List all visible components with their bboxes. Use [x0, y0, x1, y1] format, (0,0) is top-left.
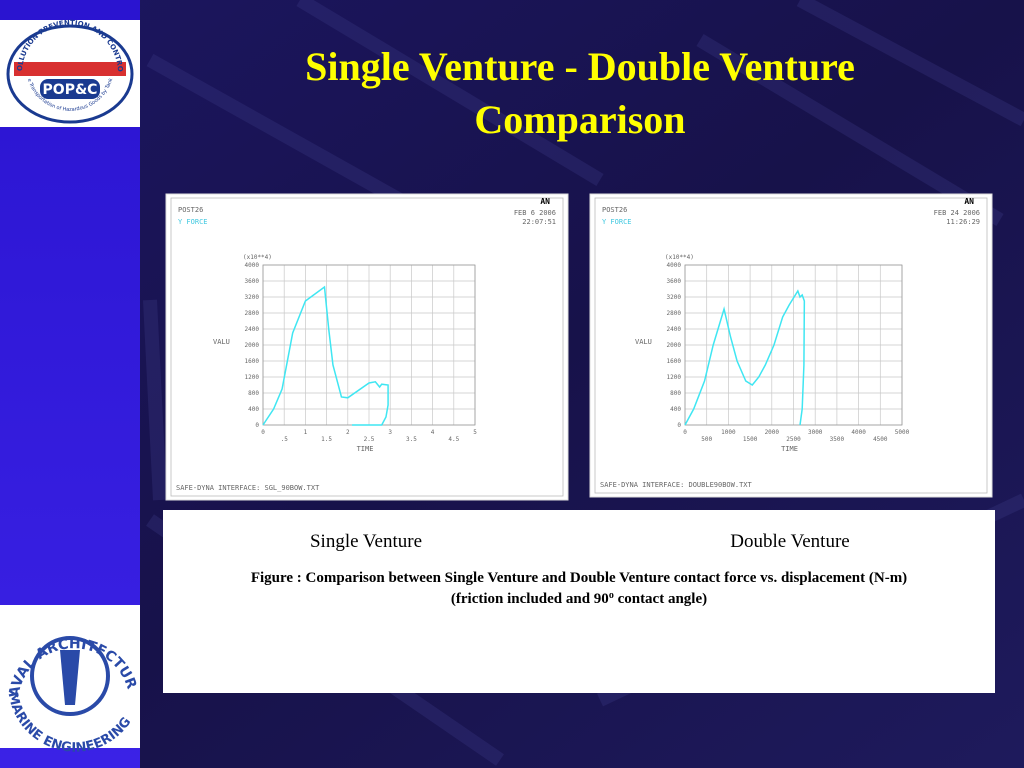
- caption-part: (friction included and 90: [451, 591, 609, 607]
- y-tick-label: 0: [255, 422, 259, 429]
- slide-title: Single Venture - Double Venture: [305, 44, 855, 89]
- chart-footer: SAFE-DYNA INTERFACE: DOUBLE90BOW.TXT: [600, 481, 753, 489]
- y-tick-label: 1200: [667, 374, 682, 381]
- x-tick-label: 500: [701, 436, 712, 443]
- x-tick-label: 3.5: [406, 436, 417, 443]
- x-tick-label: 1000: [721, 429, 736, 436]
- chart-inner: [170, 197, 564, 497]
- x-axis-label: TIME: [357, 445, 374, 453]
- caption-part: contact angle): [614, 591, 707, 607]
- y-axis-label: VALU: [635, 338, 652, 346]
- y-tick-label: 2800: [667, 310, 682, 317]
- chart-date: FEB 24 2006: [934, 209, 980, 217]
- slide-title: Comparison: [474, 97, 685, 142]
- y-tick-label: 3200: [245, 294, 260, 301]
- chart-multiplier: (x10**4): [243, 254, 272, 261]
- x-tick-label: 2: [346, 429, 350, 436]
- y-tick-label: 400: [670, 406, 681, 413]
- x-tick-label: 2500: [786, 436, 801, 443]
- x-tick-label: 2000: [765, 429, 780, 436]
- y-tick-label: 1600: [667, 358, 682, 365]
- y-tick-label: 2400: [667, 326, 682, 333]
- chart-label: Double Venture: [730, 531, 849, 552]
- y-tick-label: 1200: [245, 374, 260, 381]
- plot-frame: [684, 264, 903, 426]
- logo-emblem-keel: [60, 650, 80, 705]
- y-tick-label: 400: [248, 406, 259, 413]
- chart-brand: AN: [540, 197, 550, 206]
- chart-time: 11:26:29: [946, 218, 980, 226]
- chart-brand: AN: [964, 197, 974, 206]
- caption-sup: o: [609, 590, 614, 601]
- logo-ring: [6, 24, 134, 124]
- logo-ship: [14, 62, 126, 76]
- y-tick-label: 2400: [245, 326, 260, 333]
- chart-variable: Y FORCE: [178, 218, 208, 226]
- x-tick-label: 5000: [895, 429, 910, 436]
- x-axis-label: TIME: [781, 445, 798, 453]
- x-tick-label: .5: [281, 436, 289, 443]
- x-tick-label: 2.5: [364, 436, 375, 443]
- chart-variable: Y FORCE: [602, 218, 632, 226]
- chart-multiplier: (x10**4): [665, 254, 694, 261]
- y-tick-label: 3600: [245, 278, 260, 285]
- y-axis-label: VALU: [213, 338, 230, 346]
- logo-name: POP&C: [43, 82, 98, 98]
- chart-time: 22:07:51: [522, 218, 556, 226]
- caption-box: [163, 510, 995, 693]
- x-tick-label: 0: [261, 429, 265, 436]
- x-tick-label: 1.5: [321, 436, 332, 443]
- x-tick-label: 4500: [873, 436, 888, 443]
- logo-badge: [40, 79, 100, 99]
- y-tick-label: 4000: [667, 262, 682, 269]
- chart-image: [165, 193, 569, 501]
- x-tick-label: 3500: [830, 436, 845, 443]
- y-tick-label: 4000: [245, 262, 260, 269]
- y-tick-label: 2000: [245, 342, 260, 349]
- x-tick-label: 1500: [743, 436, 758, 443]
- logo-emblem: [30, 636, 110, 716]
- caption: (friction included and 90o contact angle…: [451, 590, 707, 607]
- chart-image: [589, 193, 993, 498]
- chart-label: Single Venture: [310, 531, 422, 552]
- chart-footer: SAFE-DYNA INTERFACE: SGL_90BOW.TXT: [176, 484, 320, 492]
- chart-header: POST26: [602, 206, 627, 214]
- x-tick-label: 4000: [851, 429, 866, 436]
- x-tick-label: 4.5: [448, 436, 459, 443]
- y-tick-label: 3600: [667, 278, 682, 285]
- chart-inner: [594, 197, 988, 494]
- x-tick-label: 3: [388, 429, 392, 436]
- y-tick-label: 2000: [667, 342, 682, 349]
- data-line: [684, 289, 806, 426]
- y-tick-label: 0: [677, 422, 681, 429]
- x-tick-label: 3000: [808, 429, 823, 436]
- chart-date: FEB 6 2006: [514, 209, 556, 217]
- chart-header: POST26: [178, 206, 203, 214]
- y-tick-label: 3200: [667, 294, 682, 301]
- x-tick-label: 4: [431, 429, 435, 436]
- y-tick-label: 1600: [245, 358, 260, 365]
- y-tick-label: 800: [248, 390, 259, 397]
- data-line: [262, 285, 389, 426]
- y-tick-label: 800: [670, 390, 681, 397]
- y-tick-label: 2800: [245, 310, 260, 317]
- x-tick-label: 0: [683, 429, 687, 436]
- caption: Figure : Comparison between Single Ventu…: [251, 570, 907, 586]
- x-tick-label: 5: [473, 429, 477, 436]
- x-tick-label: 1: [304, 429, 308, 436]
